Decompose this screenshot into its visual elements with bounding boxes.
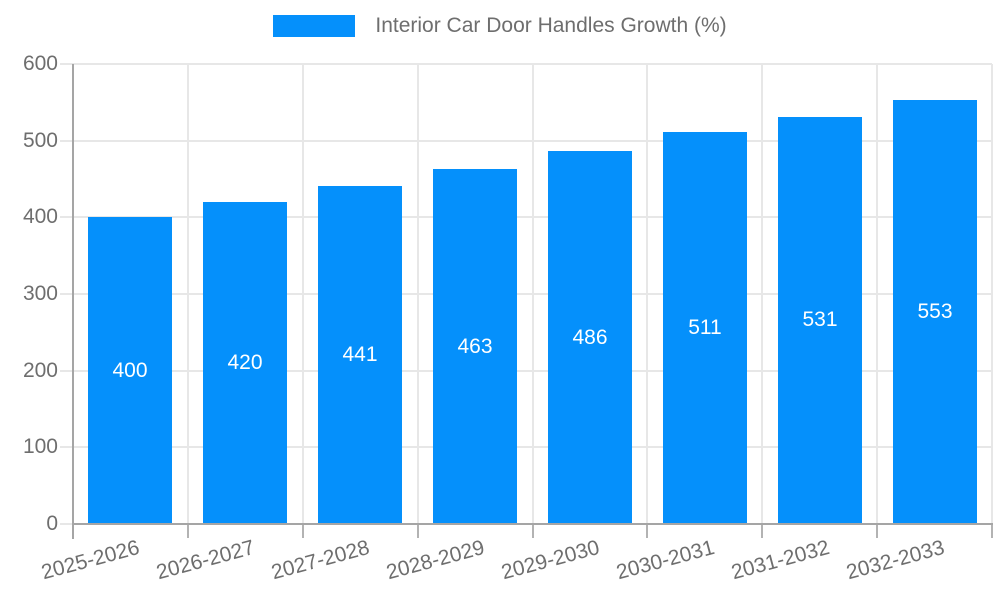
legend: Interior Car Door Handles Growth (%) (0, 14, 1000, 38)
v-gridline (876, 64, 879, 524)
bar (778, 116, 862, 523)
v-gridline (991, 64, 993, 524)
x-axis-line (72, 523, 993, 525)
y-tick-label: 200 (22, 358, 58, 382)
bar-value-label: 511 (688, 316, 722, 339)
bar (548, 151, 632, 523)
v-gridline (416, 64, 419, 524)
y-tick (60, 293, 73, 295)
v-gridline (301, 64, 304, 524)
v-gridline (531, 64, 534, 524)
bar (663, 132, 747, 523)
y-tick-label: 100 (22, 435, 58, 459)
y-tick-label: 500 (22, 128, 58, 152)
x-tick (991, 525, 993, 538)
bar-value-label: 420 (227, 351, 263, 374)
y-tick (60, 446, 73, 449)
bar-value-label: 441 (342, 343, 378, 366)
bar (88, 217, 172, 523)
bar-value-label: 553 (917, 300, 953, 323)
v-gridline (761, 64, 764, 524)
x-tick (876, 525, 879, 538)
y-tick-label: 600 (22, 52, 58, 75)
x-tick (416, 525, 419, 538)
y-tick-label: 400 (22, 205, 58, 229)
x-tick (761, 525, 764, 538)
bar (203, 202, 287, 523)
v-gridline (646, 64, 649, 524)
bar-value-label: 531 (802, 308, 838, 331)
y-tick (60, 369, 73, 372)
bar-value-label: 463 (457, 335, 493, 358)
y-axis-line (72, 64, 74, 539)
bar (318, 185, 402, 523)
y-tick (60, 139, 73, 142)
bar-value-label: 400 (112, 359, 148, 382)
x-tick (531, 525, 534, 538)
bar-value-label: 486 (572, 326, 608, 349)
y-tick (60, 216, 73, 219)
y-tick (60, 63, 73, 65)
x-tick (186, 525, 189, 538)
legend-label: Interior Car Door Handles Growth (%) (375, 14, 727, 37)
bar (433, 169, 517, 523)
legend-swatch (273, 15, 356, 37)
x-tick (301, 525, 304, 538)
v-gridline (186, 64, 189, 524)
bar (893, 100, 977, 523)
y-tick (60, 523, 73, 525)
y-tick-label: 300 (22, 282, 58, 305)
y-tick-label: 0 (46, 512, 58, 535)
x-tick (646, 525, 649, 538)
